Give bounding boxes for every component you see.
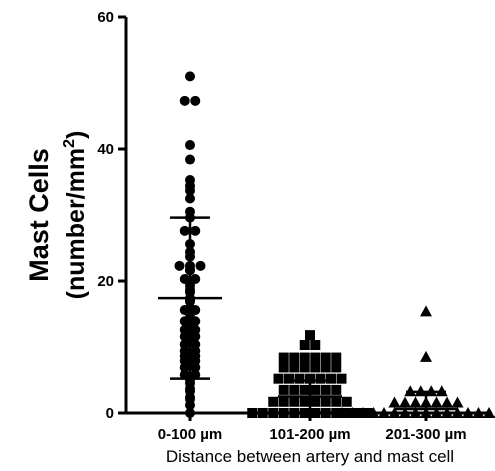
data-point-triangle <box>336 407 348 418</box>
y-axis-label-unit: (number/mm <box>62 148 90 299</box>
data-point-triangle <box>378 407 390 418</box>
data-point-square <box>289 384 300 395</box>
data-point-circle <box>179 225 190 236</box>
data-point-triangle <box>483 407 495 418</box>
data-point-square <box>331 352 342 363</box>
data-point-square <box>299 362 310 373</box>
data-point-triangle <box>420 350 432 362</box>
data-point-square <box>299 352 310 363</box>
data-point-square <box>320 396 331 407</box>
data-point-square <box>310 340 321 351</box>
data-point-square <box>299 384 310 395</box>
y-ticks: 0 20 40 60 <box>97 9 126 422</box>
data-point-square <box>352 408 363 418</box>
data-point-square <box>289 396 300 407</box>
x-axis-label: Distance between artery and mast cell <box>166 447 454 466</box>
data-point-circle <box>185 154 195 165</box>
data-point-square <box>294 373 305 384</box>
y-tick-label: 60 <box>97 9 114 26</box>
data-point-triangle <box>388 396 401 408</box>
data-point-square <box>278 384 289 395</box>
data-point-circle <box>179 362 190 373</box>
data-point-circle <box>190 362 201 373</box>
data-point-square <box>278 362 289 373</box>
data-point-square <box>341 408 352 418</box>
data-point-circle <box>195 260 206 271</box>
data-point-circle <box>185 185 195 196</box>
data-point-square <box>341 396 352 407</box>
data-point-square <box>278 396 289 407</box>
x-ticks: 0-100 µm 101-200 µm 201-300 µm <box>158 413 467 443</box>
data-point-circle <box>179 95 190 106</box>
data-point-square <box>273 373 284 384</box>
data-point-triangle <box>472 407 485 418</box>
data-point-circle <box>185 408 195 418</box>
y-axis-label-superscript: 2 <box>61 139 78 148</box>
data-point-square <box>310 362 321 373</box>
y-tick-label: 20 <box>97 273 114 290</box>
data-point-triangle <box>409 396 422 408</box>
data-point-square <box>257 408 268 418</box>
data-point-square <box>362 408 373 418</box>
data-point-circle <box>174 260 185 271</box>
data-point-circle <box>185 140 195 151</box>
data-point-triangle <box>451 396 464 408</box>
data-point-square <box>331 396 342 407</box>
y-axis-label-close: ) <box>62 131 90 139</box>
data-point-square <box>289 362 300 373</box>
x-tick-label: 201-300 µm <box>385 426 466 443</box>
data-point-triangle <box>441 407 453 418</box>
data-points <box>174 71 495 418</box>
data-point-triangle <box>399 407 411 418</box>
data-point-triangle <box>388 407 401 418</box>
data-point-square <box>326 373 336 384</box>
data-point-square <box>284 373 294 384</box>
data-point-triangle <box>430 396 443 408</box>
data-point-circle <box>185 400 195 411</box>
data-point-square <box>310 352 321 363</box>
data-point-square <box>299 340 310 351</box>
data-point-triangle <box>346 407 359 418</box>
x-tick-label: 0-100 µm <box>158 426 223 443</box>
data-point-circle <box>190 225 201 236</box>
data-point-square <box>305 330 315 341</box>
data-point-square <box>268 396 279 407</box>
data-point-square <box>320 362 331 373</box>
data-point-square <box>320 384 331 395</box>
data-point-square <box>268 408 279 418</box>
data-point-square <box>320 352 331 363</box>
data-point-circle <box>190 95 201 106</box>
data-point-square <box>247 408 258 418</box>
data-point-square <box>331 408 342 418</box>
data-point-triangle <box>420 305 432 317</box>
y-axis-label-line1: Mast Cells <box>24 148 54 282</box>
data-point-square <box>278 408 289 418</box>
data-point-triangle <box>441 396 453 408</box>
data-point-circle <box>185 193 195 204</box>
data-point-triangle <box>367 407 380 418</box>
data-point-square <box>310 396 321 407</box>
y-axis-label-line2: (number/mm2) <box>61 131 90 300</box>
data-point-triangle <box>399 396 411 408</box>
x-tick-label: 101-200 µm <box>269 426 350 443</box>
data-point-square <box>305 373 315 384</box>
data-point-triangle <box>462 407 474 418</box>
data-point-square <box>331 384 342 395</box>
data-point-square <box>315 373 326 384</box>
data-point-circle <box>185 71 195 82</box>
y-tick-label: 40 <box>97 141 114 158</box>
data-point-square <box>289 352 300 363</box>
data-point-square <box>299 396 310 407</box>
data-point-triangle <box>409 407 422 418</box>
data-point-triangle <box>451 407 464 418</box>
data-point-square <box>331 362 342 373</box>
data-point-triangle <box>430 407 443 418</box>
data-point-triangle <box>357 407 369 418</box>
data-point-square <box>336 373 347 384</box>
data-point-square <box>310 384 321 395</box>
y-tick-label: 0 <box>106 405 114 422</box>
error-bars <box>158 216 458 414</box>
data-point-square <box>278 352 289 363</box>
